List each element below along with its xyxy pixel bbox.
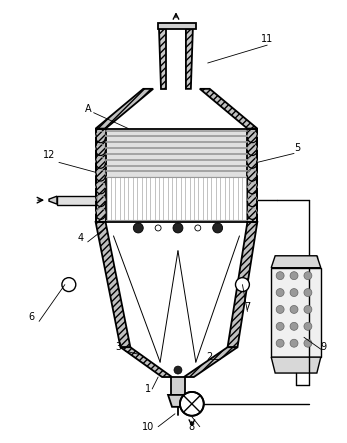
Circle shape [62,278,76,291]
Bar [105,128,247,222]
Polygon shape [120,347,172,377]
Polygon shape [186,29,193,89]
Polygon shape [184,347,237,377]
Bar [105,159,247,165]
Bar [105,131,247,136]
Bar [158,23,196,29]
Circle shape [290,339,298,347]
Circle shape [180,392,204,416]
Circle shape [236,278,249,291]
Circle shape [304,272,312,280]
Circle shape [173,223,183,233]
Circle shape [290,306,298,313]
Circle shape [195,225,201,231]
Bar [105,166,247,171]
Text: 6: 6 [28,312,34,323]
Polygon shape [168,395,188,407]
Circle shape [133,223,143,233]
Text: 3: 3 [116,342,121,352]
Polygon shape [275,256,317,268]
Circle shape [213,223,223,233]
Text: 11: 11 [261,34,273,44]
Polygon shape [96,128,105,222]
Circle shape [276,323,284,330]
Bar [96,128,257,222]
Circle shape [276,288,284,296]
Text: 7: 7 [244,303,251,312]
Polygon shape [49,196,57,204]
Text: 5: 5 [294,144,300,153]
Polygon shape [105,222,247,377]
Circle shape [304,288,312,296]
Circle shape [276,339,284,347]
Polygon shape [96,222,130,347]
Text: A: A [85,104,92,114]
Circle shape [290,323,298,330]
Circle shape [304,323,312,330]
Polygon shape [271,256,321,268]
Bar [105,148,247,153]
Circle shape [276,272,284,280]
Text: 9: 9 [321,342,327,352]
Bar [271,268,321,357]
Bar [57,196,96,205]
Bar [105,154,247,159]
Circle shape [155,225,161,231]
Polygon shape [228,222,257,347]
Text: 4: 4 [78,233,84,243]
Circle shape [276,306,284,313]
Text: 8: 8 [189,422,195,432]
Polygon shape [159,29,166,89]
Polygon shape [96,89,153,128]
Text: 10: 10 [142,422,154,432]
Polygon shape [271,357,321,373]
Text: 1: 1 [145,384,151,394]
Circle shape [304,306,312,313]
Polygon shape [200,89,257,128]
Polygon shape [247,128,257,222]
Text: 12: 12 [43,151,55,160]
Bar [105,142,247,147]
Circle shape [304,339,312,347]
Circle shape [290,288,298,296]
Bar [105,171,247,176]
Bar [171,377,185,395]
Text: 2: 2 [206,352,213,362]
Circle shape [290,272,298,280]
Bar [105,136,247,141]
Circle shape [174,366,182,374]
